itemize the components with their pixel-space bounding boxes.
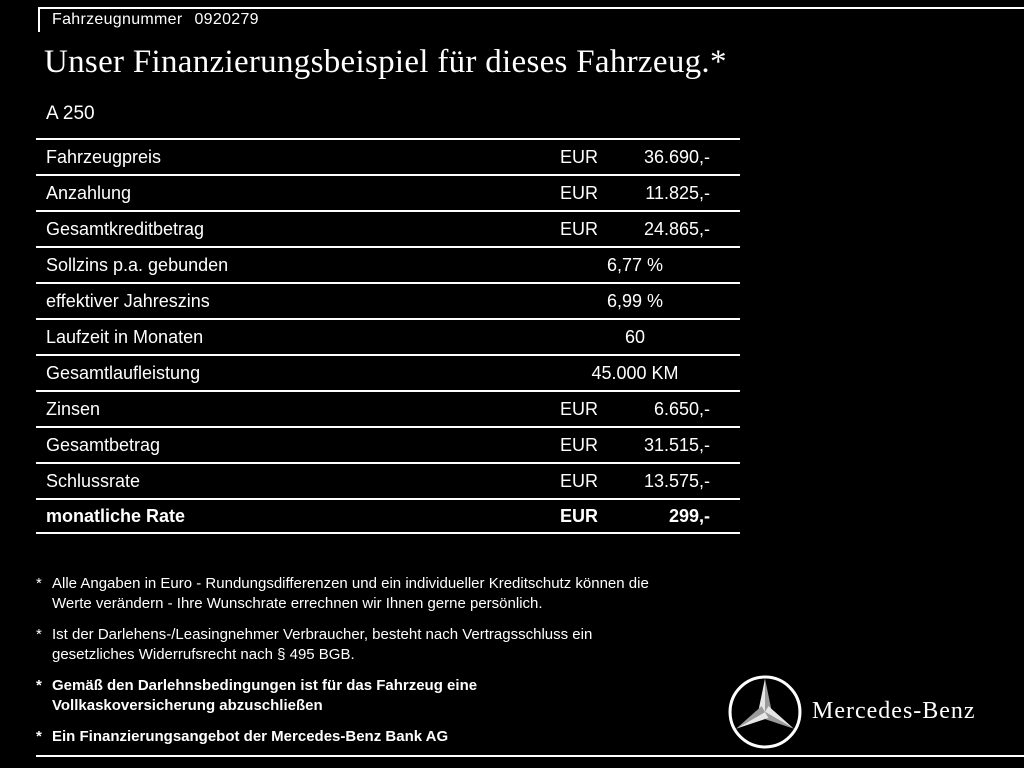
table-row: effektiver Jahreszins 6,99 % — [36, 282, 740, 318]
table-row: Gesamtlaufleistung 45.000 KM — [36, 354, 740, 390]
row-currency: EUR — [560, 182, 599, 203]
row-label: Gesamtlaufleistung — [46, 362, 201, 383]
row-currency: EUR — [560, 398, 599, 419]
row-amount: 6,77 % — [606, 254, 664, 275]
footnote-line: gesetzliches Widerrufsrecht nach § 495 B… — [52, 646, 355, 663]
row-label: Zinsen — [46, 398, 101, 419]
footnote: * Ein Finanzierungsangebot der Mercedes-… — [36, 727, 750, 747]
table-row: Gesamtkreditbetrag EUR 24.865,- — [36, 210, 740, 246]
row-amount: 13.575,- — [643, 470, 710, 491]
footnote-line: Ein Finanzierungsangebot der Mercedes-Be… — [52, 728, 449, 745]
footnote-marker: * — [36, 677, 42, 694]
table-row-monthly-rate: monatliche Rate EUR 299,- — [36, 498, 740, 534]
row-amount: 60 — [624, 326, 646, 347]
row-amount: 299,- — [668, 505, 710, 526]
row-currency: EUR — [560, 505, 599, 526]
table-row: Zinsen EUR 6.650,- — [36, 390, 740, 426]
row-label: Laufzeit in Monaten — [46, 326, 204, 347]
row-label: Fahrzeugpreis — [46, 146, 162, 167]
row-label: Schlussrate — [46, 470, 141, 491]
footnotes: * Alle Angaben in Euro - Rundungsdiffere… — [36, 574, 750, 758]
left-border-tick — [38, 7, 40, 32]
row-amount: 36.690,- — [643, 146, 710, 167]
row-label: Anzahlung — [46, 182, 132, 203]
row-amount: 45.000 KM — [591, 362, 679, 383]
row-label: effektiver Jahreszins — [46, 290, 210, 311]
row-amount: 11.825,- — [645, 182, 710, 203]
mercedes-star-icon — [728, 675, 802, 749]
table-row: Anzahlung EUR 11.825,- — [36, 174, 740, 210]
footnote-line: Ist der Darlehens-/Leasingnehmer Verbrau… — [52, 626, 593, 643]
vehicle-number: Fahrzeugnummer 0920279 — [52, 11, 259, 29]
footnote-marker: * — [36, 728, 42, 745]
footnote-line: Vollkaskoversicherung abzuschließen — [52, 697, 323, 714]
row-currency: EUR — [560, 146, 599, 167]
brand-wordmark: Mercedes-Benz — [812, 698, 976, 724]
table-row: Sollzins p.a. gebunden 6,77 % — [36, 246, 740, 282]
page-title: Unser Finanzierungsbeispiel für dieses F… — [44, 44, 727, 80]
row-label: Sollzins p.a. gebunden — [46, 254, 229, 275]
footnote-marker: * — [36, 575, 42, 592]
row-amount: 31.515,- — [643, 434, 710, 455]
row-amount: 6.650,- — [653, 398, 710, 419]
finance-table: Fahrzeugpreis EUR 36.690,- Anzahlung EUR 1… — [36, 138, 740, 534]
bottom-border-line — [36, 755, 1024, 757]
footnote-line: Gemäß den Darlehnsbedingungen ist für da… — [52, 677, 478, 694]
row-currency: EUR — [560, 434, 599, 455]
row-label: monatliche Rate — [46, 505, 186, 526]
footnote-line: Alle Angaben in Euro - Rundungsdifferenz… — [52, 575, 649, 592]
row-amount: 6,99 % — [606, 290, 664, 311]
table-row: Fahrzeugpreis EUR 36.690,- — [36, 138, 740, 174]
vehicle-number-label: Fahrzeugnummer — [52, 11, 183, 28]
footnote-line: Werte verändern - Ihre Wunschrate errech… — [52, 595, 543, 612]
vehicle-number-value: 0920279 — [194, 11, 259, 28]
model-name: A 250 — [46, 103, 95, 124]
table-row: Schlussrate EUR 13.575,- — [36, 462, 740, 498]
table-row: Gesamtbetrag EUR 31.515,- — [36, 426, 740, 462]
top-border-line — [38, 7, 1024, 9]
row-currency: EUR — [560, 470, 599, 491]
footnote: * Ist der Darlehens-/Leasingnehmer Verbr… — [36, 625, 750, 665]
footnote: * Gemäß den Darlehnsbedingungen ist für … — [36, 676, 750, 716]
footnote-marker: * — [36, 626, 42, 643]
table-row: Laufzeit in Monaten 60 — [36, 318, 740, 354]
footnote: * Alle Angaben in Euro - Rundungsdiffere… — [36, 574, 750, 614]
row-label: Gesamtbetrag — [46, 434, 161, 455]
row-currency: EUR — [560, 218, 599, 239]
row-amount: 24.865,- — [643, 218, 710, 239]
row-label: Gesamtkreditbetrag — [46, 218, 205, 239]
